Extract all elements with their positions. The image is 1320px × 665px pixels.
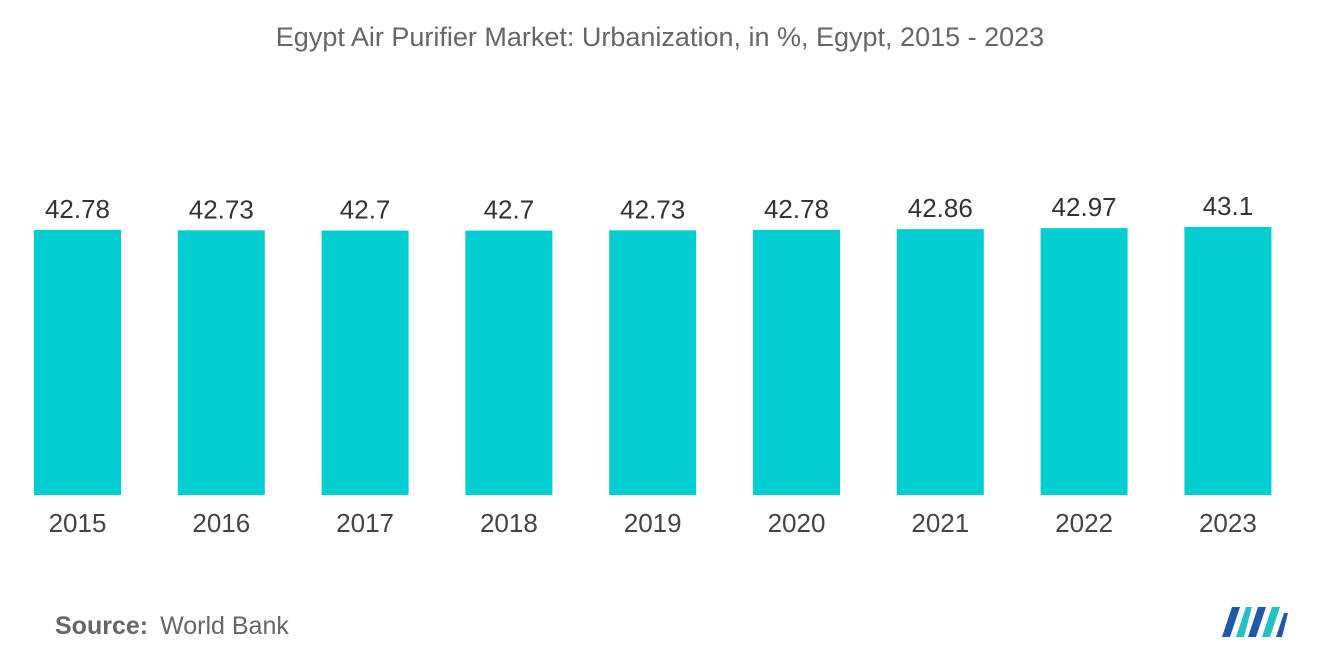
source-note: Source: World Bank (55, 612, 289, 641)
value-label-2018: 42.7 (484, 195, 535, 225)
value-label-2022: 42.97 (1052, 192, 1117, 222)
chart-title: Egypt Air Purifier Market: Urbanization,… (275, 22, 1045, 52)
bar-2019 (609, 230, 697, 495)
source-value: World Bank (160, 612, 289, 640)
bar-2023 (1184, 227, 1272, 495)
value-label-2015: 42.78 (45, 194, 110, 224)
x-tick-label-2015: 2015 (49, 508, 107, 538)
value-label-2017: 42.7 (340, 195, 391, 225)
bar-2017 (321, 230, 409, 495)
x-tick-label-2016: 2016 (192, 508, 250, 538)
x-tick-label-2021: 2021 (911, 508, 969, 538)
x-tick-label-2022: 2022 (1055, 508, 1113, 538)
bar-chart: 42.78 42.73 42.7 42.7 42.73 42.78 42.86 42.97 43… (34, 191, 1272, 538)
value-label-2016: 42.73 (189, 194, 254, 224)
bar-2016 (177, 230, 265, 495)
mordor-intelligence-logo-icon (1222, 607, 1288, 637)
bar-2022 (1040, 228, 1128, 496)
value-label-2019: 42.73 (620, 194, 685, 224)
bar-2018 (465, 230, 553, 495)
x-tick-label-2020: 2020 (768, 508, 826, 538)
x-tick-label-2019: 2019 (624, 508, 682, 538)
x-tick-label-2018: 2018 (480, 508, 538, 538)
x-tick-label-2017: 2017 (336, 508, 394, 538)
value-label-2020: 42.78 (764, 194, 829, 224)
bar-2020 (753, 229, 840, 495)
bar-2021 (896, 229, 984, 495)
value-label-2021: 42.86 (908, 193, 973, 223)
bar-2015 (34, 229, 121, 495)
source-label: Source: (55, 612, 149, 640)
x-tick-label-2023: 2023 (1199, 508, 1257, 538)
value-label-2023: 43.1 (1203, 191, 1254, 221)
